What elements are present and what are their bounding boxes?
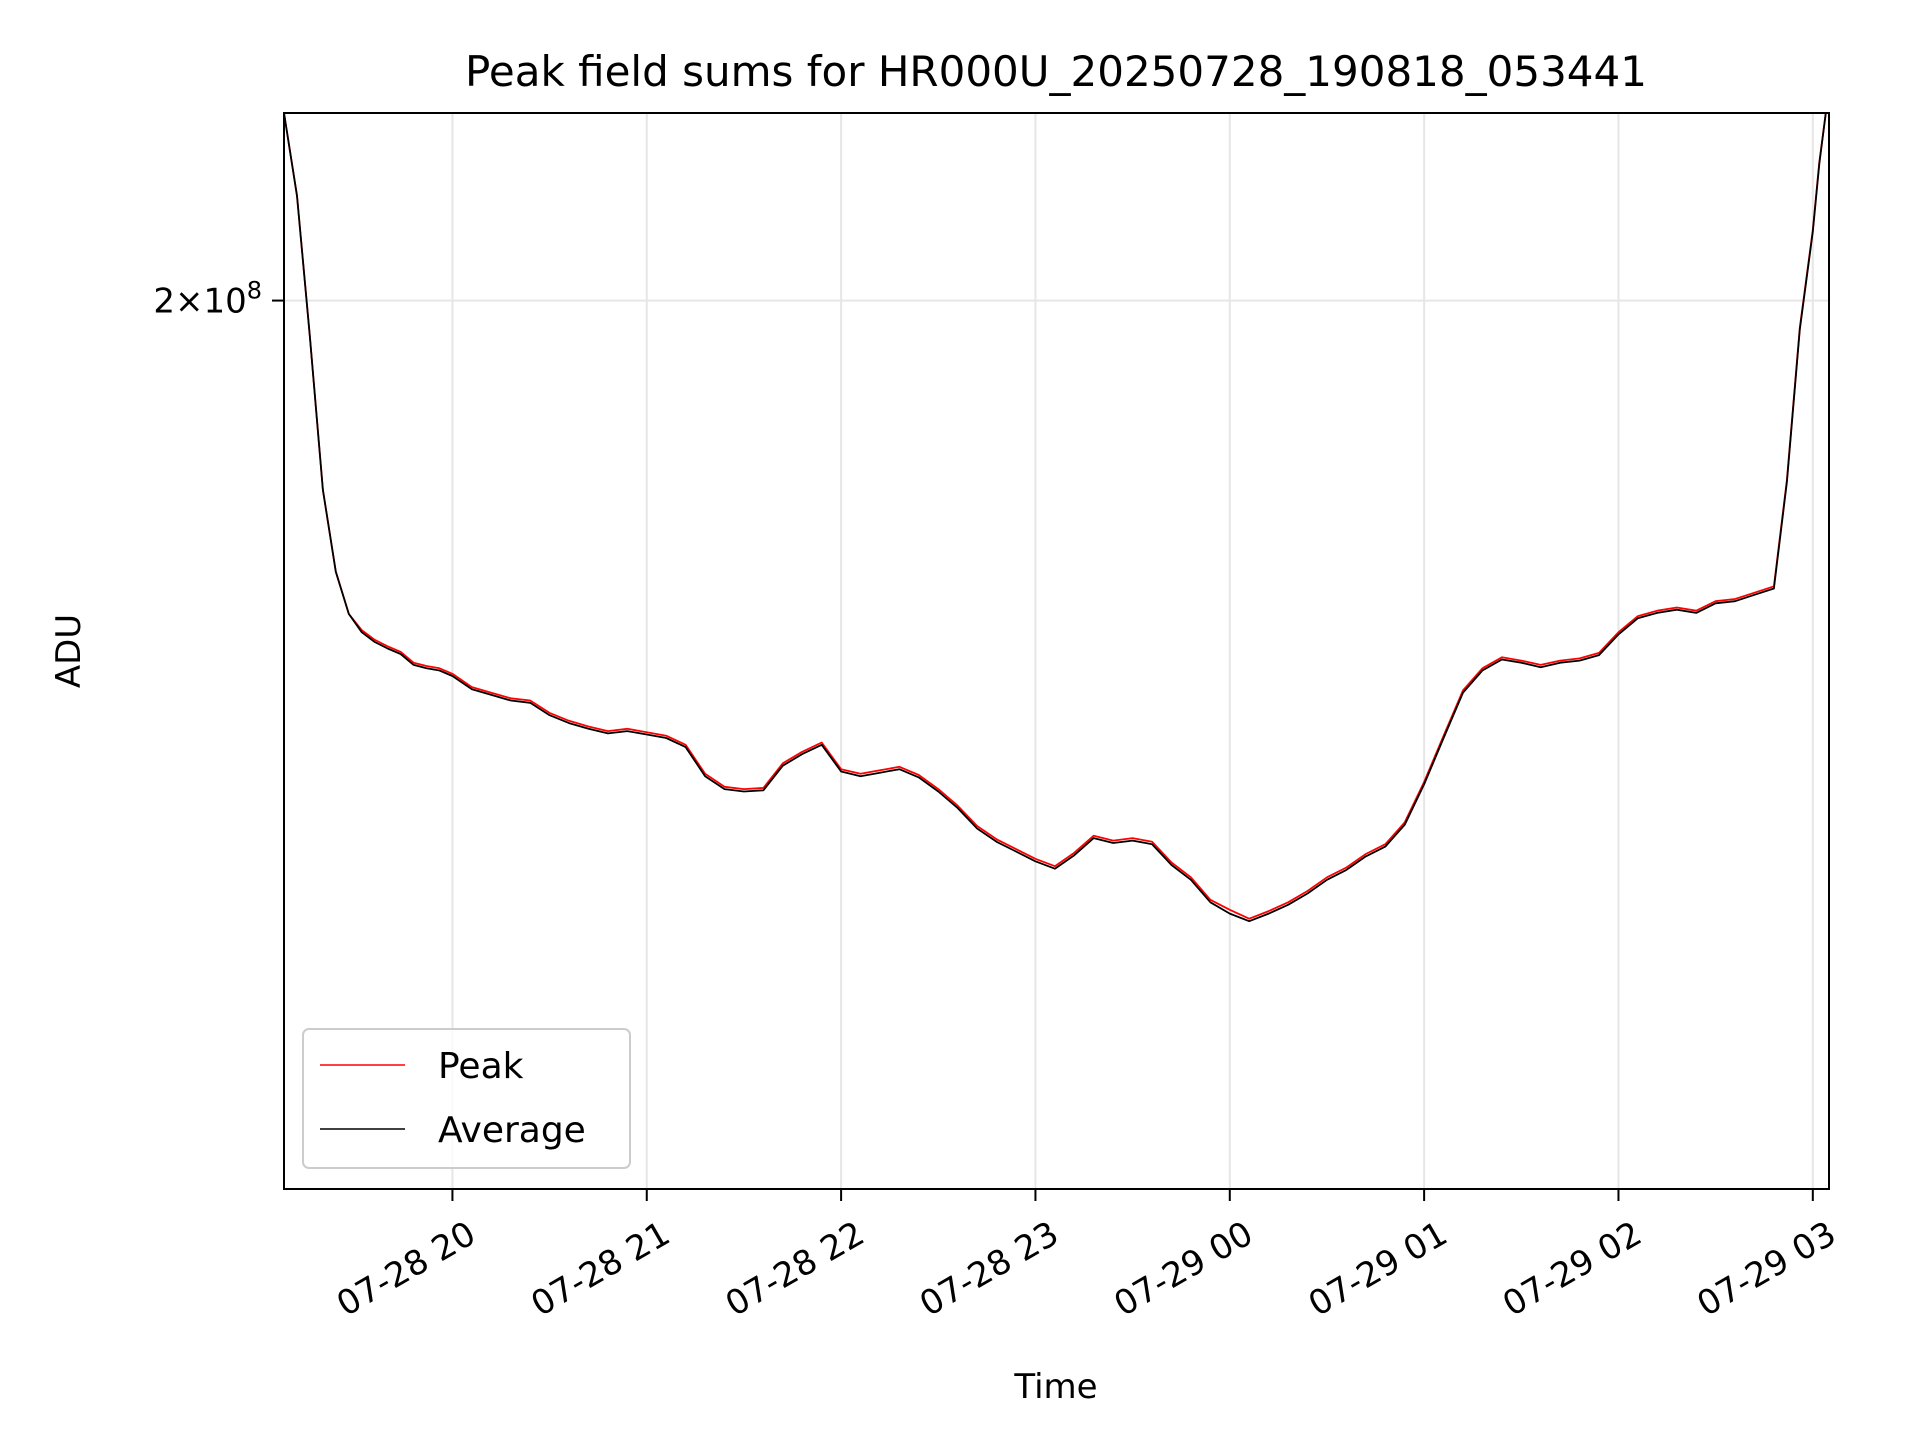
legend-label-peak: Peak [438, 1046, 524, 1087]
series-layer [283, 112, 1827, 923]
grid [284, 113, 1829, 1189]
y-axis-label: ADU [49, 614, 89, 688]
series-line-average [283, 112, 1827, 923]
chart-title: Peak field sums for HR000U_20250728_1908… [465, 47, 1647, 96]
y-axis-ticks: 2×108 [153, 277, 284, 322]
x-axis-label: Time [1013, 1367, 1097, 1407]
y-tick-label: 2×108 [153, 277, 262, 322]
legend: Peak Average [302, 1028, 631, 1169]
plot-frame [283, 112, 1830, 1190]
series-line-peak [283, 112, 1827, 920]
legend-box [302, 1028, 631, 1169]
legend-label-average: Average [438, 1110, 586, 1151]
